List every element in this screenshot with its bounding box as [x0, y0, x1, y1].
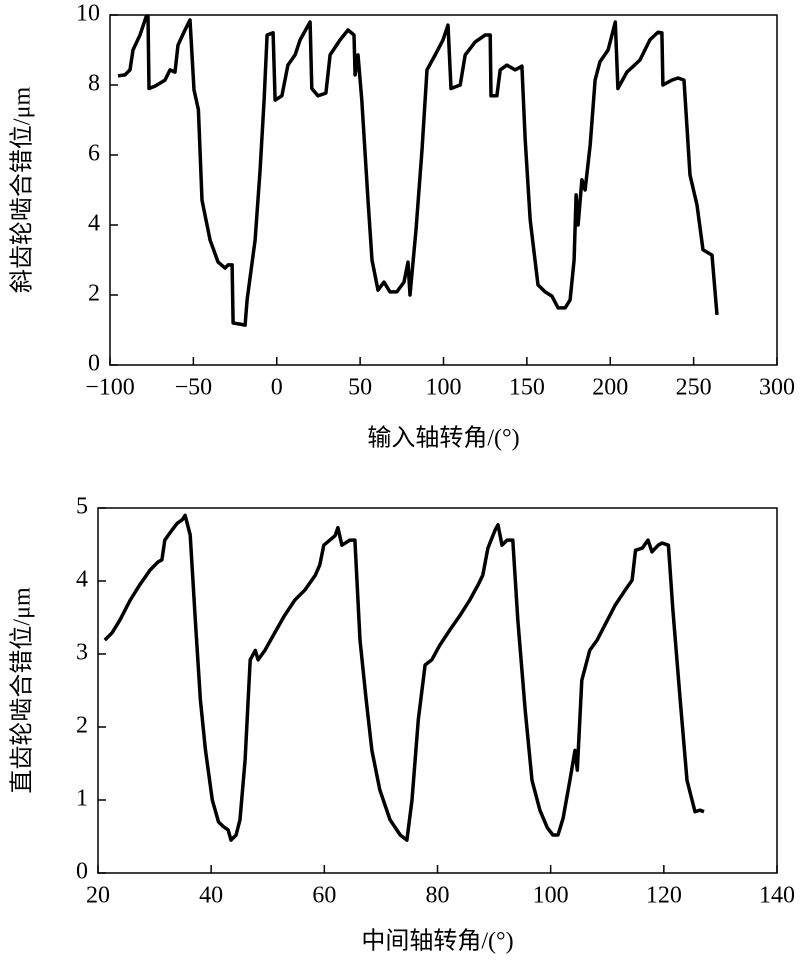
x-tick-label: −100	[85, 375, 135, 401]
x-tick-label: 20	[86, 883, 110, 909]
data-line	[103, 513, 705, 842]
x-tick-label: 140	[759, 883, 795, 909]
y-tick-label: 4	[76, 567, 88, 593]
y-tick-label: 3	[76, 640, 88, 666]
y-axis-label: 直齿轮啮合错位/μm	[9, 587, 36, 794]
x-tick-label: 40	[199, 883, 223, 909]
y-tick-label: 1	[76, 786, 88, 812]
x-tick-label: −50	[175, 375, 213, 401]
x-tick-label: 300	[759, 375, 795, 401]
x-axis-label: 输入轴转角/(°)	[367, 425, 519, 452]
x-tick-label: 250	[676, 375, 712, 401]
x-tick-label: 100	[426, 375, 462, 401]
y-axis-label: 斜齿轮啮合错位/μm	[9, 87, 36, 294]
y-tick-label: 0	[88, 351, 100, 377]
x-tick-label: 80	[426, 883, 450, 909]
plot-frame	[109, 14, 778, 366]
x-tick-label: 200	[592, 375, 628, 401]
y-tick-label: 2	[88, 281, 100, 307]
y-tick-label: 4	[88, 211, 100, 237]
y-tick-label: 2	[76, 713, 88, 739]
data-line	[117, 14, 719, 327]
y-tick-label: 8	[88, 71, 100, 97]
y-tick-label: 10	[76, 1, 100, 27]
x-axis-label: 中间轴转角/(°)	[361, 928, 513, 955]
x-tick-label: 150	[509, 375, 545, 401]
y-tick-label: 5	[76, 494, 88, 520]
x-tick-label: 60	[312, 883, 336, 909]
x-tick-label: 120	[646, 883, 682, 909]
y-tick-label: 6	[88, 141, 100, 167]
x-tick-label: 50	[348, 375, 372, 401]
x-tick-label: 100	[533, 883, 569, 909]
y-tick-label: 0	[76, 859, 88, 885]
x-tick-label: 0	[271, 375, 283, 401]
